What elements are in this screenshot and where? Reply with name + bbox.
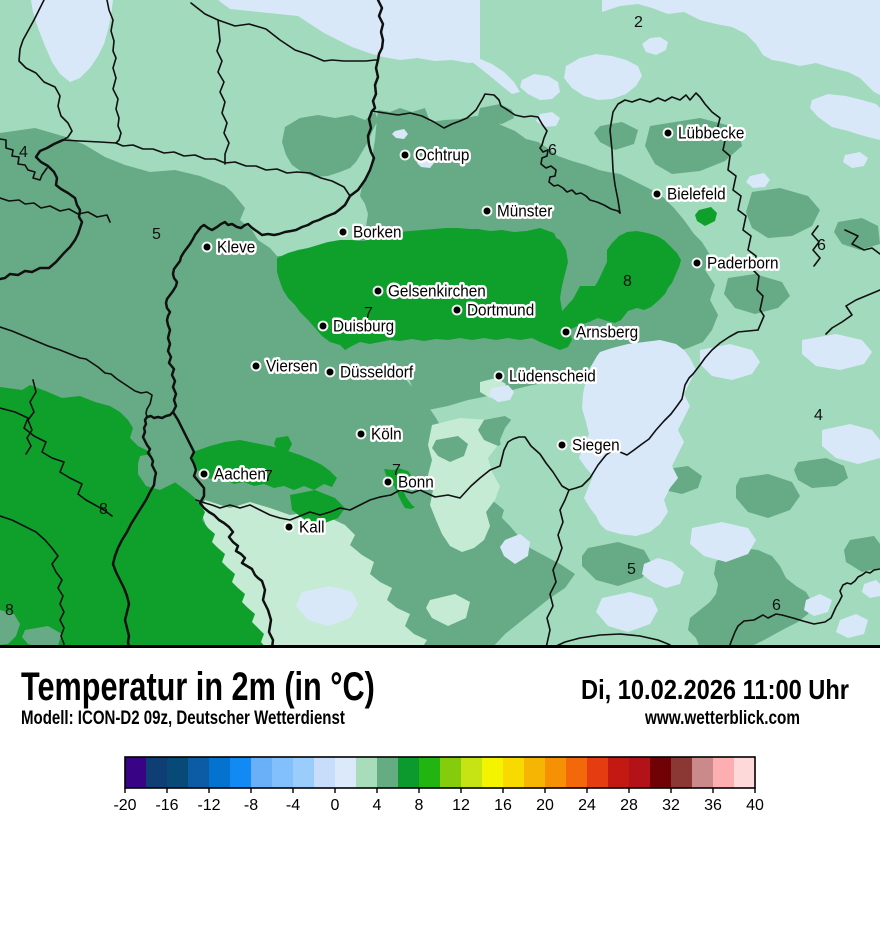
svg-text:Aachen: Aachen	[214, 465, 266, 484]
svg-text:7: 7	[264, 468, 273, 485]
svg-text:32: 32	[662, 797, 680, 814]
svg-text:0: 0	[331, 797, 340, 814]
svg-text:Bonn: Bonn	[398, 473, 434, 492]
svg-text:6: 6	[817, 237, 826, 254]
svg-text:4: 4	[373, 797, 382, 814]
svg-text:Siegen: Siegen	[572, 436, 620, 455]
svg-text:20: 20	[536, 797, 554, 814]
svg-text:28: 28	[620, 797, 638, 814]
svg-text:16: 16	[494, 797, 512, 814]
svg-text:Kleve: Kleve	[217, 238, 255, 257]
svg-text:7: 7	[392, 462, 401, 479]
svg-text:Paderborn: Paderborn	[707, 254, 779, 273]
svg-text:6: 6	[772, 597, 781, 614]
svg-text:Viersen: Viersen	[266, 357, 318, 376]
svg-text:Arnsberg: Arnsberg	[576, 323, 638, 342]
svg-text:Kall: Kall	[299, 518, 325, 537]
svg-text:6: 6	[548, 142, 557, 159]
svg-text:Lüdenscheid: Lüdenscheid	[509, 367, 596, 386]
svg-text:Köln: Köln	[371, 425, 402, 444]
svg-text:Gelsenkirchen: Gelsenkirchen	[388, 282, 486, 301]
svg-text:5: 5	[627, 561, 636, 578]
svg-text:40: 40	[746, 797, 764, 814]
svg-text:-12: -12	[197, 797, 220, 814]
svg-text:8: 8	[5, 602, 14, 619]
svg-text:2: 2	[634, 14, 643, 31]
svg-text:24: 24	[578, 797, 596, 814]
svg-text:12: 12	[452, 797, 470, 814]
svg-text:-16: -16	[155, 797, 178, 814]
svg-text:Dortmund: Dortmund	[467, 301, 534, 320]
svg-text:Ochtrup: Ochtrup	[415, 146, 469, 165]
svg-text:36: 36	[704, 797, 722, 814]
svg-text:4: 4	[19, 144, 28, 161]
svg-text:-8: -8	[244, 797, 258, 814]
svg-text:Münster: Münster	[497, 202, 553, 221]
svg-text:Duisburg: Duisburg	[333, 317, 394, 336]
svg-text:4: 4	[814, 407, 823, 424]
svg-text:7: 7	[364, 305, 373, 322]
svg-text:5: 5	[152, 226, 161, 243]
svg-text:-4: -4	[286, 797, 300, 814]
svg-text:8: 8	[99, 501, 108, 518]
svg-text:-20: -20	[113, 797, 136, 814]
svg-text:Düsseldorf: Düsseldorf	[340, 363, 413, 382]
svg-text:Bielefeld: Bielefeld	[667, 185, 726, 204]
svg-text:8: 8	[623, 273, 632, 290]
svg-text:Lübbecke: Lübbecke	[678, 124, 744, 143]
svg-text:8: 8	[415, 797, 424, 814]
svg-text:Borken: Borken	[353, 223, 402, 242]
